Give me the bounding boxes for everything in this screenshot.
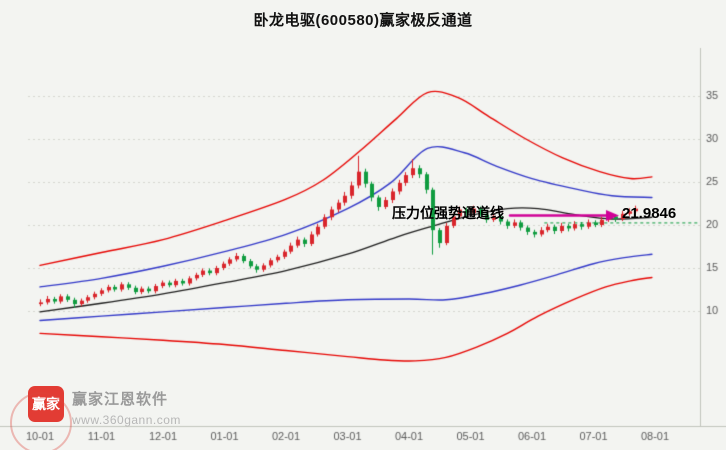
chart-title: 卧龙电驱(600580)赢家极反通道 xyxy=(253,12,473,29)
watermark: 赢家 赢家江恩软件 www.360gann.com xyxy=(10,386,181,450)
watermark-site-url: www.360gann.com xyxy=(72,413,181,427)
seal-ring-icon xyxy=(10,392,72,450)
pressure-channel-value: 21.9846 xyxy=(622,205,677,222)
watermark-brand: 赢家江恩软件 xyxy=(72,391,169,408)
pressure-channel-label: 压力位强势通道线 xyxy=(392,205,504,221)
